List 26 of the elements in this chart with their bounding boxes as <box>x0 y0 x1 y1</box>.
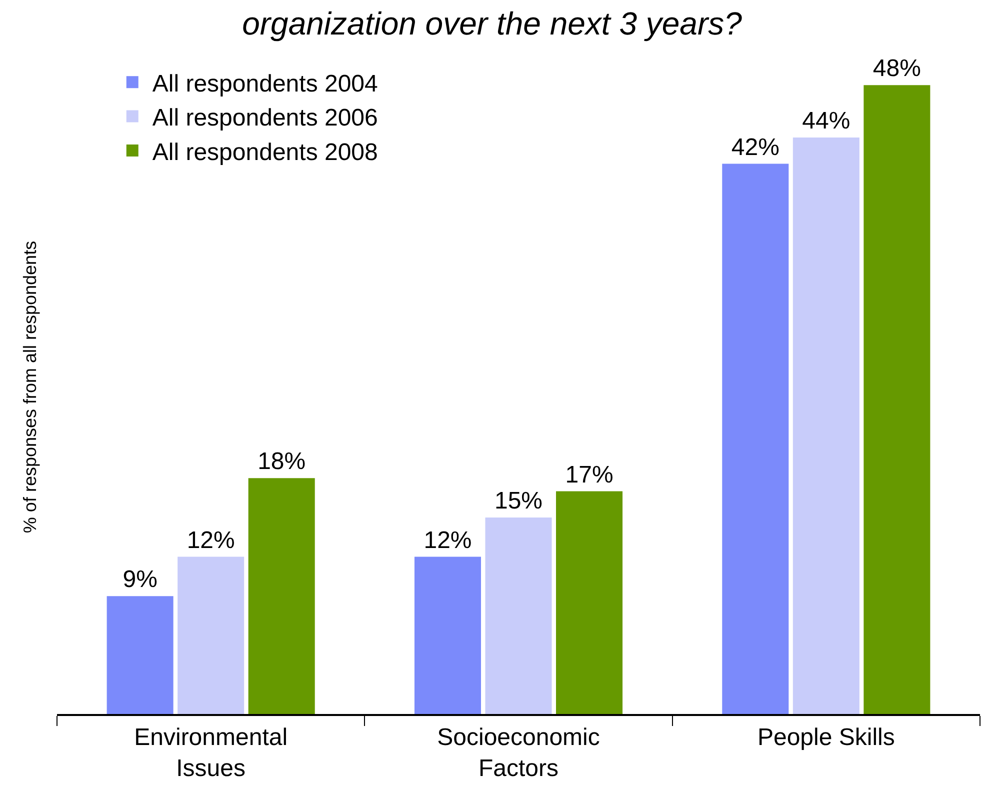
data-label: 15% <box>494 487 543 514</box>
legend-label: All respondents 2006 <box>152 104 378 132</box>
data-label: 12% <box>186 526 235 554</box>
bar <box>722 164 789 714</box>
data-label: 17% <box>565 461 614 488</box>
data-label: 18% <box>258 448 306 476</box>
bar <box>414 556 481 714</box>
x-tick-label: Socioeconomic Factors <box>437 724 600 782</box>
data-label: 42% <box>731 134 780 161</box>
bar <box>792 138 860 714</box>
legend-label: All respondents 2008 <box>152 138 378 166</box>
bar <box>248 478 315 714</box>
data-label: 48% <box>872 55 921 82</box>
bar <box>178 556 244 714</box>
x-tick-label: People Skills <box>757 724 895 751</box>
data-label: 12% <box>424 526 472 554</box>
data-label: 44% <box>802 108 850 135</box>
bar <box>485 517 552 714</box>
x-tick-label: Environmental Issues <box>134 724 288 782</box>
y-axis-title: % of responses from all respondents <box>20 240 40 534</box>
bar <box>864 85 930 714</box>
bar <box>106 596 174 714</box>
chart-title: organization over the next 3 years? <box>242 5 742 42</box>
bar <box>556 491 623 714</box>
legend-label: All respondents 2004 <box>152 70 378 98</box>
data-label: 9% <box>122 566 158 594</box>
